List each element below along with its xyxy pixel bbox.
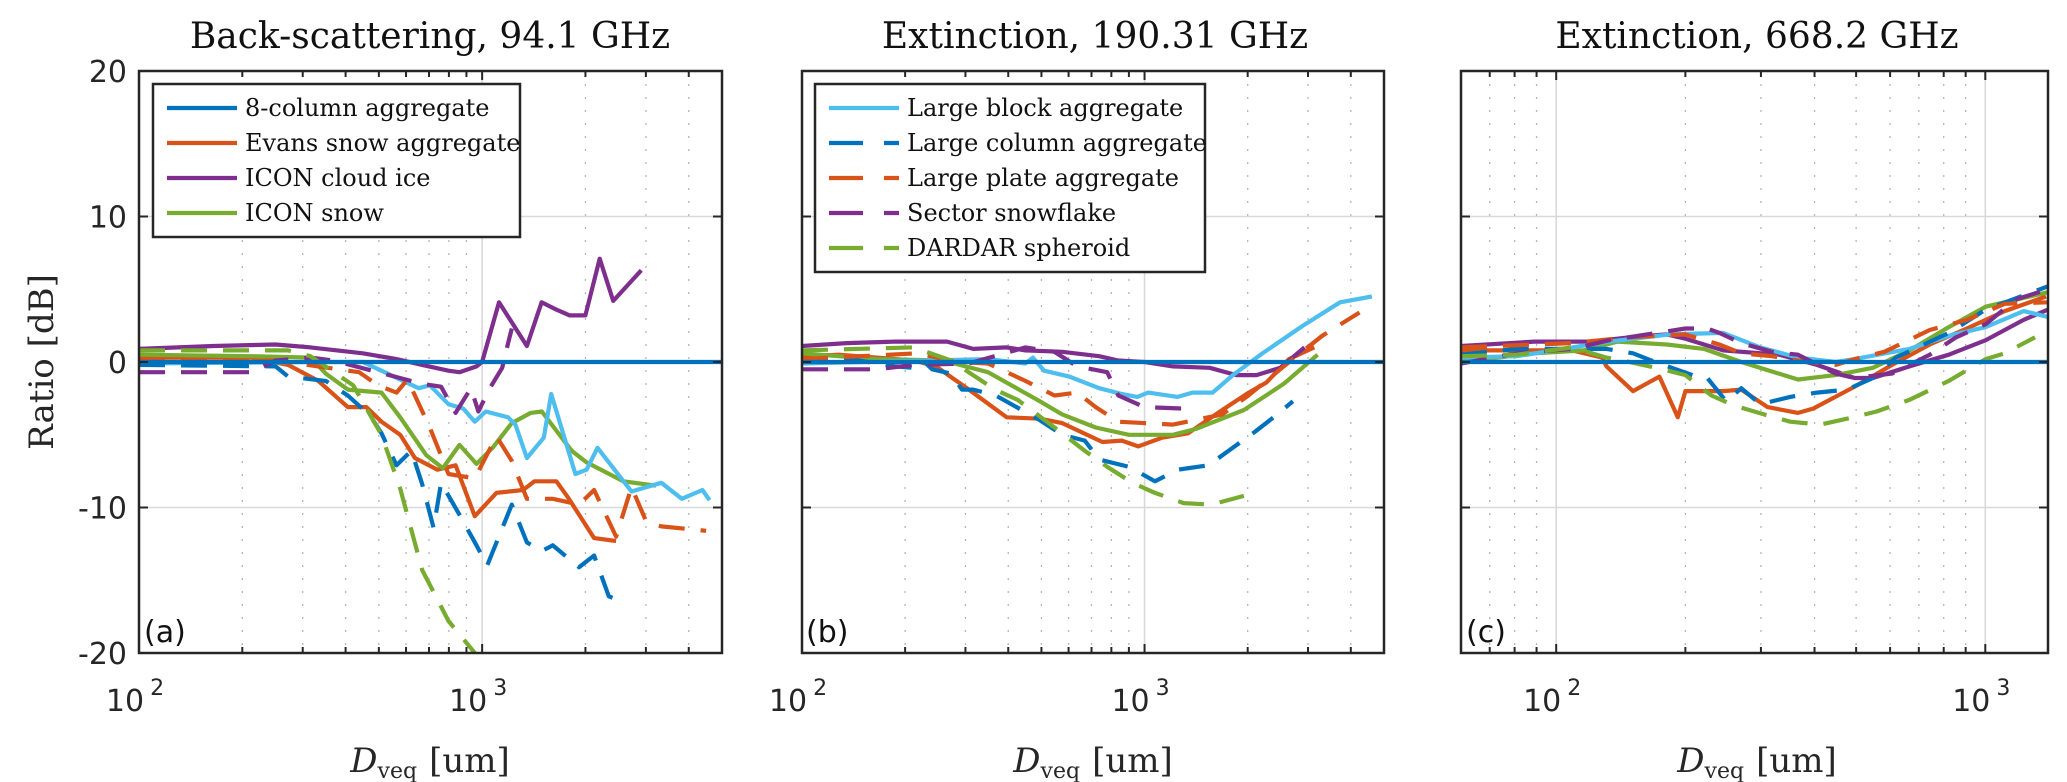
series-large-column-aggregate bbox=[139, 362, 625, 605]
panel-b-letter: (b) bbox=[806, 615, 848, 650]
panel-c-ticks bbox=[1460, 71, 2048, 653]
y-tick-label: 10 bbox=[89, 201, 127, 236]
y-axis-label: Ratio [dB] bbox=[22, 274, 62, 450]
panel-a-y-tick-labels: 20 10 0 -10 -20 bbox=[78, 55, 127, 672]
legend-label: ICON snow bbox=[245, 199, 384, 227]
panel-a-title: Back-scattering, 94.1 GHz bbox=[190, 16, 670, 57]
x-tick-label: 10 2 bbox=[1523, 676, 1581, 719]
panel-a-ticks bbox=[138, 71, 723, 653]
legend-item: Large plate aggregate bbox=[829, 164, 1179, 192]
legend-label: DARDAR spheroid bbox=[907, 234, 1130, 262]
series-icon-snow bbox=[139, 352, 657, 488]
panel-a-x-axis-label: Dveq [um] bbox=[349, 741, 509, 782]
legend-label: Sector snowflake bbox=[907, 199, 1116, 227]
legend-item: ICON cloud ice bbox=[167, 164, 430, 192]
panel-a-x-tick-labels: 10 2 10 3 bbox=[106, 676, 507, 719]
legend-item: Large block aggregate bbox=[829, 94, 1183, 122]
y-tick-label: -20 bbox=[78, 637, 127, 672]
panel-a-letter: (a) bbox=[144, 615, 186, 650]
legend-label: Large plate aggregate bbox=[907, 164, 1179, 192]
x-label-unit: [um] bbox=[429, 741, 510, 781]
series-icon-cloud-ice bbox=[802, 339, 1306, 378]
panel-b: Extinction, 190.31 GHz 10 2 10 3 (b) Large … bbox=[769, 16, 1386, 782]
panel-b-x-tick-labels: 10 2 10 3 bbox=[769, 676, 1170, 719]
panel-c-x-axis-label: Dveq [um] bbox=[1676, 741, 1836, 782]
panel-b-title: Extinction, 190.31 GHz bbox=[882, 16, 1308, 57]
legend-label: 8-column aggregate bbox=[245, 94, 489, 122]
x-label-subscript: veq bbox=[377, 759, 418, 782]
x-label-unit: [um] bbox=[1756, 741, 1837, 781]
panel-a-series bbox=[139, 256, 722, 653]
series-large-block-aggregate bbox=[1461, 309, 2048, 365]
panel-b-series bbox=[802, 294, 1384, 507]
series-large-block-aggregate bbox=[802, 294, 1373, 399]
x-tick-label: 10 2 bbox=[769, 676, 827, 719]
series-large-plate-aggregate bbox=[802, 310, 1361, 427]
legend-label: ICON cloud ice bbox=[245, 164, 430, 192]
x-label-subscript: veq bbox=[1704, 759, 1745, 782]
series-large-plate-aggregate bbox=[139, 358, 707, 539]
legend-label: Evans snow aggregate bbox=[245, 129, 520, 157]
panel-a-legend: 8-column aggregate Evans snow aggregate IC… bbox=[151, 82, 522, 239]
panel-c: Extinction, 668.2 GHz 10 2 10 3 (c) Dveq [um… bbox=[1459, 16, 2050, 782]
x-label-unit: [um] bbox=[1092, 741, 1173, 781]
x-label-subscript: veq bbox=[1040, 759, 1081, 782]
y-tick-label: 20 bbox=[89, 55, 127, 90]
legend-item: 8-column aggregate bbox=[167, 94, 489, 122]
x-label-symbol: D bbox=[1012, 741, 1040, 781]
panel-c-series bbox=[1461, 284, 2048, 427]
series-dardar-spheroid bbox=[1461, 335, 2036, 427]
panel-c-title: Extinction, 668.2 GHz bbox=[1555, 16, 1958, 57]
panel-c-letter: (c) bbox=[1466, 615, 1506, 650]
series-icon-cloud-ice bbox=[139, 256, 643, 375]
x-tick-label: 10 2 bbox=[106, 676, 164, 719]
legend-item: Large column aggregate bbox=[829, 129, 1207, 157]
legend-label: Large block aggregate bbox=[907, 94, 1183, 122]
legend-item: DARDAR spheroid bbox=[829, 234, 1130, 262]
legend-box bbox=[813, 82, 1207, 274]
series-sector-snowflake bbox=[802, 345, 1184, 411]
legend-label: Large column aggregate bbox=[907, 129, 1207, 157]
legend-item: Evans snow aggregate bbox=[167, 129, 520, 157]
x-label-symbol: D bbox=[1676, 741, 1704, 781]
series-evans-snow-aggregate bbox=[1461, 294, 2047, 420]
x-tick-label: 10 3 bbox=[1111, 676, 1169, 719]
legend-item: Sector snowflake bbox=[829, 199, 1116, 227]
panel-c-x-tick-labels: 10 2 10 3 bbox=[1523, 676, 2010, 719]
y-tick-label: 0 bbox=[108, 346, 127, 381]
y-tick-label: -10 bbox=[78, 492, 127, 527]
panel-a: Back-scattering, 94.1 GHz 20 10 0 -10 -20 10… bbox=[78, 16, 724, 782]
x-tick-label: 10 3 bbox=[449, 676, 507, 719]
series-sector-snowflake bbox=[1461, 287, 2048, 381]
x-tick-label: 10 3 bbox=[1952, 676, 2010, 719]
panel-b-ticks bbox=[801, 71, 1385, 653]
legend-item: ICON snow bbox=[167, 199, 384, 227]
series-evans-snow-aggregate bbox=[139, 355, 617, 544]
panel-b-legend: Large block aggregate Large column aggreg… bbox=[813, 82, 1207, 274]
series-dardar-spheroid bbox=[139, 348, 477, 653]
series-large-block-aggregate bbox=[139, 359, 712, 502]
panel-b-x-axis-label: Dveq [um] bbox=[1012, 741, 1172, 782]
x-label-symbol: D bbox=[349, 741, 377, 781]
series-large-column-aggregate bbox=[1461, 284, 2048, 407]
